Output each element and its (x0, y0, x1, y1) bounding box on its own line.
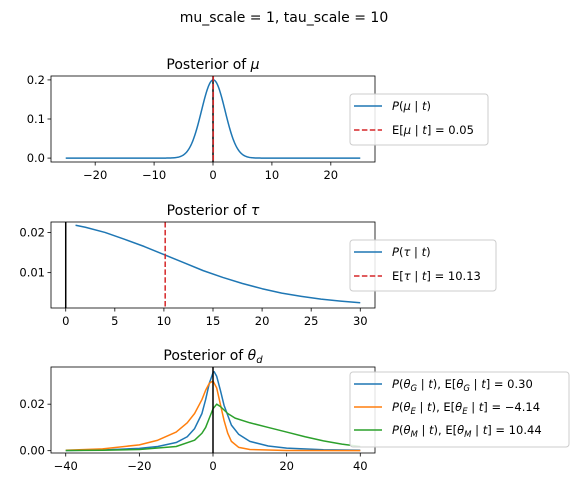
tau-xtick-label: 10 (157, 314, 172, 328)
tau-legend-label: P(τ | t) (392, 245, 431, 259)
theta-xtick-label: 40 (353, 459, 368, 473)
theta-panel-title: Posterior of θd (163, 348, 263, 366)
panel-mu: Posterior of μ −20 −10 0 10 20 0.0 0.1 0.2 P(μ | … (27, 57, 489, 182)
tau-ytick-label: 0.01 (19, 266, 45, 280)
mu-ytick-label: 0.0 (27, 151, 45, 165)
theta-xtick-label: 20 (279, 459, 294, 473)
theta-xtick-label: −40 (54, 459, 78, 473)
panel-theta: Posterior of θd −40 −20 0 20 40 0.00 0.02 P(θG |… (19, 348, 570, 473)
mu-panel-title: Posterior of μ (166, 57, 259, 73)
panel-tau: Posterior of τ 0 5 10 15 20 25 30 0.01 0.02 P(τ | … (19, 203, 497, 328)
mu-xtick-label: −20 (83, 168, 107, 182)
mu-xtick-label: 20 (323, 168, 338, 182)
tau-series-0-line (75, 224, 361, 304)
tau-xtick-label: 20 (255, 314, 270, 328)
tau-legend-label: E[τ | t] = 10.13 (392, 269, 481, 283)
theta-xtick-label: 0 (209, 459, 216, 473)
tau-xtick-label: 30 (353, 314, 368, 328)
tau-axes-frame (50, 221, 376, 309)
tau-xtick-label: 0 (62, 314, 69, 328)
mu-legend-label: E[μ | t] = 0.05 (392, 123, 474, 137)
theta-legend-box (349, 371, 570, 448)
theta-xtick-label: −20 (127, 459, 151, 473)
tau-xtick-label: 15 (206, 314, 221, 328)
tau-xtick-label: 5 (111, 314, 118, 328)
tau-xtick-label: 25 (304, 314, 319, 328)
theta-ytick-label: 0.02 (19, 397, 45, 411)
tau-legend-box (349, 239, 497, 292)
tau-panel-title: Posterior of τ (167, 203, 260, 219)
mu-ytick-label: 0.1 (27, 112, 45, 126)
figure-suptitle: mu_scale = 1, tau_scale = 10 (180, 10, 388, 26)
mu-ytick-label: 0.2 (27, 73, 45, 87)
mu-legend-box (349, 93, 489, 146)
theta-legend-label: P(θG | t), E[θG | t] = 0.30 (392, 377, 533, 394)
tau-legend: P(τ | t) E[τ | t] = 10.13 (349, 239, 497, 292)
mu-legend: P(μ | t) E[μ | t] = 0.05 (349, 93, 489, 146)
theta-legend: P(θG | t), E[θG | t] = 0.30 P(θE | t), E[… (349, 371, 570, 448)
theta-legend-label: P(θE | t), E[θE | t] = −4.14 (392, 400, 540, 417)
theta-legend-label: P(θM | t), E[θM | t] = 10.44 (392, 423, 542, 440)
mu-xtick-label: 10 (265, 168, 280, 182)
theta-series-1-line (65, 380, 361, 452)
mu-xtick-label: 0 (209, 168, 216, 182)
mu-legend-label: P(μ | t) (392, 99, 431, 113)
tau-ytick-label: 0.02 (19, 225, 45, 239)
theta-ytick-label: 0.00 (19, 444, 45, 458)
mu-xtick-label: −10 (142, 168, 166, 182)
theta-series-2-line (65, 403, 361, 452)
